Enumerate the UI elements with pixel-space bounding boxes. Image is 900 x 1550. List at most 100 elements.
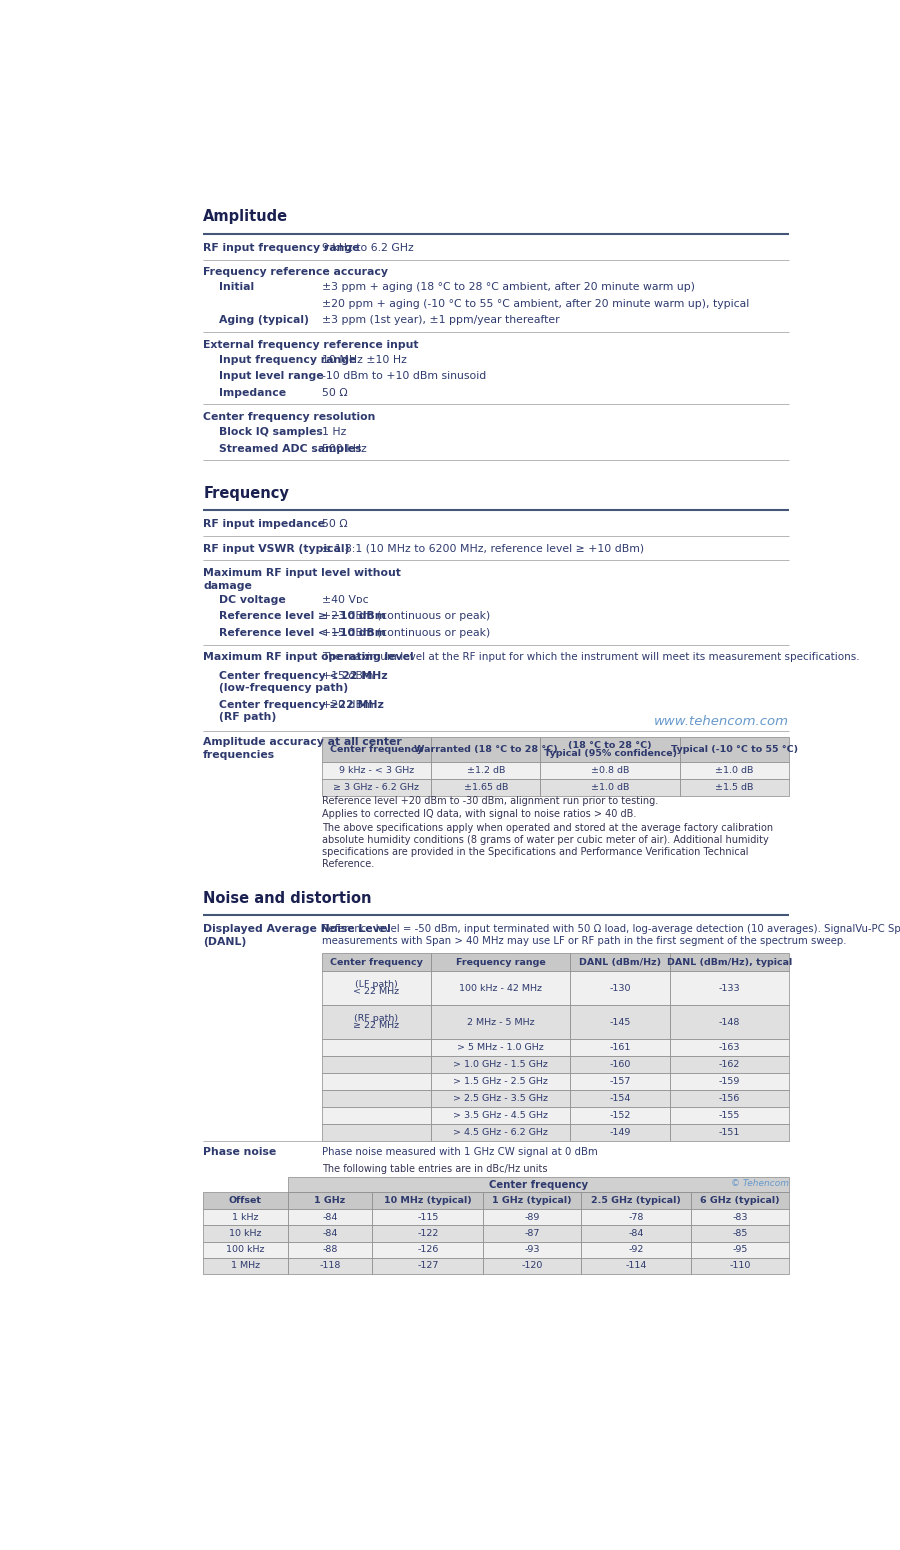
Text: ±1.0 dB: ±1.0 dB (716, 766, 753, 775)
Bar (571, 1090, 670, 1107)
Bar (288, 1226, 373, 1242)
Text: 6 GHz (typical): 6 GHz (typical) (700, 1197, 780, 1206)
Bar (431, 738, 541, 763)
Text: The maximum level at the RF input for which the instrument will meet its measure: The maximum level at the RF input for wh… (322, 653, 860, 662)
Bar (670, 1038, 789, 1056)
Text: RF input VSWR (typical): RF input VSWR (typical) (203, 544, 349, 553)
Text: Initial: Initial (219, 282, 254, 293)
Text: -151: -151 (719, 1128, 740, 1136)
Text: The following table entries are in dBc/Hz units: The following table entries are in dBc/H… (322, 1164, 547, 1173)
Text: ±1.0 dB: ±1.0 dB (591, 783, 629, 792)
Text: ≥ 3 GHz - 6.2 GHz: ≥ 3 GHz - 6.2 GHz (333, 783, 419, 792)
Text: -88: -88 (322, 1245, 338, 1254)
Text: (low-frequency path): (low-frequency path) (219, 684, 347, 693)
Bar (431, 780, 541, 795)
Bar (288, 1209, 373, 1226)
Bar (203, 1226, 288, 1242)
Bar (288, 1259, 373, 1274)
Bar (322, 763, 431, 780)
Text: Typical (-10 °C to 55 °C): Typical (-10 °C to 55 °C) (670, 746, 798, 755)
Bar (431, 1056, 571, 1073)
Text: -118: -118 (320, 1262, 341, 1271)
Text: Center frequency: Center frequency (330, 746, 423, 755)
Bar (203, 1192, 288, 1209)
Text: -84: -84 (628, 1229, 644, 1238)
Text: -133: -133 (718, 984, 740, 994)
Bar (483, 1259, 580, 1274)
Text: (DANL): (DANL) (203, 938, 247, 947)
Bar (680, 763, 789, 780)
Bar (373, 1259, 483, 1274)
Text: 50 Ω: 50 Ω (322, 519, 347, 530)
Bar (680, 780, 789, 795)
Text: Typical (95% confidence): Typical (95% confidence) (544, 749, 677, 758)
Text: 1 kHz: 1 kHz (232, 1214, 258, 1221)
Text: -95: -95 (733, 1245, 748, 1254)
Bar (691, 1192, 789, 1209)
Text: measurements with Span > 40 MHz may use LF or RF path in the first segment of th: measurements with Span > 40 MHz may use … (322, 936, 846, 947)
Text: Applies to corrected IQ data, with signal to noise ratios > 40 dB.: Applies to corrected IQ data, with signa… (322, 809, 636, 820)
Bar (571, 1038, 670, 1056)
Text: Reference level ≥ −10 dBm: Reference level ≥ −10 dBm (219, 611, 385, 622)
Bar (431, 1073, 571, 1090)
Text: -145: -145 (609, 1018, 631, 1026)
Bar (431, 1107, 571, 1124)
Text: -159: -159 (719, 1077, 740, 1087)
Text: -78: -78 (628, 1214, 644, 1221)
Text: (RF path): (RF path) (219, 711, 275, 721)
Bar (431, 1038, 571, 1056)
Text: -161: -161 (609, 1043, 631, 1052)
Text: frequencies: frequencies (203, 750, 275, 759)
Text: > 1.0 GHz - 1.5 GHz: > 1.0 GHz - 1.5 GHz (454, 1060, 548, 1069)
Text: 9 kHz - < 3 GHz: 9 kHz - < 3 GHz (338, 766, 414, 775)
Text: -84: -84 (322, 1229, 338, 1238)
Text: 9 kHz to 6.2 GHz: 9 kHz to 6.2 GHz (322, 243, 413, 253)
Bar (322, 1090, 431, 1107)
Text: DANL (dBm/Hz), typical: DANL (dBm/Hz), typical (667, 958, 792, 967)
Bar (322, 1006, 431, 1038)
Bar (373, 1209, 483, 1226)
Text: -84: -84 (322, 1214, 338, 1221)
Text: -163: -163 (719, 1043, 740, 1052)
Text: Maximum RF input operating level: Maximum RF input operating level (203, 653, 414, 662)
Bar (691, 1259, 789, 1274)
Text: -156: -156 (719, 1094, 740, 1104)
Bar (691, 1226, 789, 1242)
Text: Reference level +20 dBm to -30 dBm, alignment run prior to testing.: Reference level +20 dBm to -30 dBm, alig… (322, 795, 658, 806)
Bar (580, 1209, 691, 1226)
Text: specifications are provided in the Specifications and Performance Verification T: specifications are provided in the Speci… (322, 846, 748, 857)
Bar (571, 1073, 670, 1090)
Text: 100 kHz: 100 kHz (226, 1245, 265, 1254)
Text: -130: -130 (609, 984, 631, 994)
Text: -93: -93 (524, 1245, 540, 1254)
Text: (18 °C to 28 °C): (18 °C to 28 °C) (568, 741, 652, 750)
Text: Warranted (18 °C to 28 °C): Warranted (18 °C to 28 °C) (414, 746, 558, 755)
Text: 10 MHz (typical): 10 MHz (typical) (384, 1197, 472, 1206)
Text: Block IQ samples: Block IQ samples (219, 426, 322, 437)
Text: 2.5 GHz (typical): 2.5 GHz (typical) (591, 1197, 681, 1206)
Text: +20 dBm: +20 dBm (322, 699, 374, 710)
Bar (680, 738, 789, 763)
Text: -160: -160 (609, 1060, 631, 1069)
Text: DANL (dBm/Hz): DANL (dBm/Hz) (579, 958, 662, 967)
Text: Amplitude accuracy at all center: Amplitude accuracy at all center (203, 738, 402, 747)
Bar (670, 1073, 789, 1090)
Bar (431, 763, 541, 780)
Bar (571, 1006, 670, 1038)
Bar (288, 1192, 373, 1209)
Text: RF input impedance: RF input impedance (203, 519, 325, 530)
Text: Amplitude: Amplitude (203, 209, 288, 225)
Text: Impedance: Impedance (219, 388, 285, 398)
Text: -149: -149 (609, 1128, 631, 1136)
Bar (670, 1090, 789, 1107)
Text: ±20 ppm + aging (-10 °C to 55 °C ambient, after 20 minute warm up), typical: ±20 ppm + aging (-10 °C to 55 °C ambient… (322, 299, 749, 308)
Bar (483, 1226, 580, 1242)
Bar (571, 1124, 670, 1141)
Text: -114: -114 (626, 1262, 647, 1271)
Bar (691, 1209, 789, 1226)
Bar (571, 1056, 670, 1073)
Bar (670, 1124, 789, 1141)
Text: ±1.5 dB: ±1.5 dB (716, 783, 753, 792)
Text: 10 MHz ±10 Hz: 10 MHz ±10 Hz (322, 355, 407, 364)
Bar (670, 1107, 789, 1124)
